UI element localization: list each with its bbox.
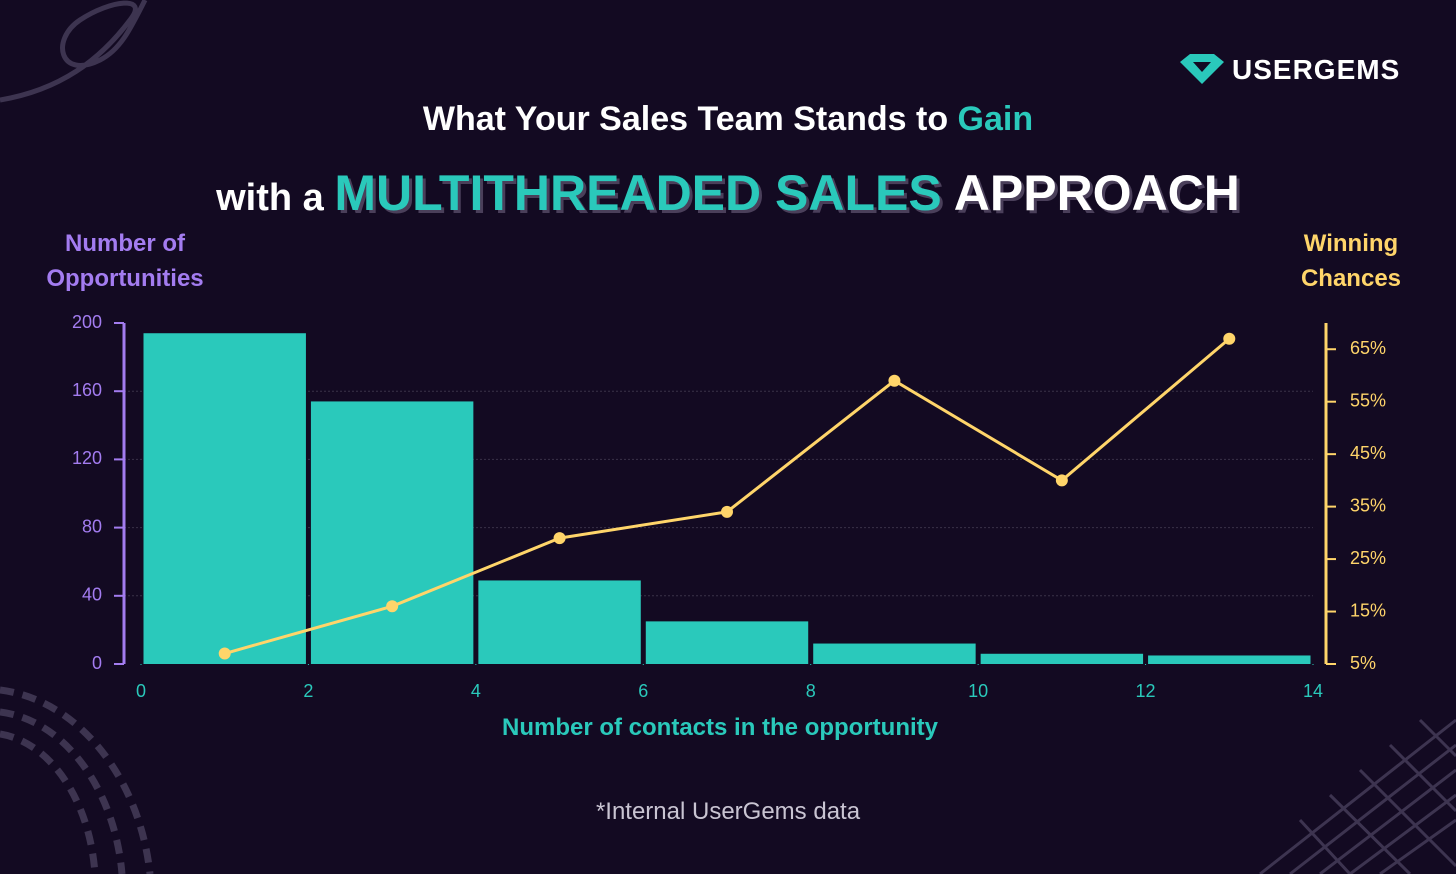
x-axis-label: Number of contacts in the opportunity — [502, 714, 938, 741]
y-tick-label: 40 — [82, 585, 102, 605]
x-tick-label: 14 — [1303, 681, 1323, 701]
bar — [143, 333, 306, 664]
y-tick-label: 80 — [82, 516, 102, 536]
y-tick-label: 160 — [72, 380, 102, 400]
y2-tick-label: 5% — [1350, 653, 1376, 673]
title-part: Gain — [957, 100, 1034, 138]
bar — [813, 643, 976, 664]
y2-tick-label: 55% — [1350, 390, 1386, 410]
y2-tick-label: 15% — [1350, 600, 1386, 620]
bar — [1148, 655, 1311, 664]
title-line: with a MULTITHREADED SALES APPROACH — [0, 164, 1456, 222]
bar — [310, 401, 474, 664]
y-tick-label: 200 — [72, 312, 102, 332]
line-point — [386, 600, 399, 613]
decoration — [1259, 718, 1456, 874]
bar — [645, 621, 809, 664]
y-tick-label: 120 — [72, 448, 102, 468]
logo — [1193, 62, 1211, 72]
title-part: with a — [216, 177, 335, 219]
bar — [980, 653, 1144, 664]
decoration — [0, 686, 154, 874]
y2-tick-label: 25% — [1350, 548, 1386, 568]
y2-axis-label: Winning Chances — [1300, 230, 1402, 292]
x-tick-label: 12 — [1136, 681, 1156, 701]
x-tick-label: 4 — [471, 681, 481, 701]
x-tick-label: 2 — [303, 681, 313, 701]
x-tick-label: 0 — [136, 681, 146, 701]
y2-tick-label: 65% — [1350, 338, 1386, 358]
line-point — [218, 647, 231, 660]
bar — [478, 580, 641, 664]
footnote: *Internal UserGems data — [595, 798, 861, 825]
brand: USERGEMS — [1232, 54, 1401, 85]
line-point — [1223, 332, 1236, 345]
x-tick-label: 10 — [968, 681, 988, 701]
title-line: What Your Sales Team Stands to Gain — [0, 100, 1456, 139]
y-axis-label: Number of Opportunities — [46, 230, 204, 292]
decoration — [0, 0, 148, 103]
y2-tick-label: 35% — [1350, 495, 1386, 515]
title-part: MULTITHREADED SALES — [334, 165, 942, 221]
x-tick-label: 8 — [806, 681, 816, 701]
title-part: APPROACH — [941, 165, 1240, 221]
line-point — [553, 532, 566, 545]
x-tick-label: 6 — [638, 681, 648, 701]
line-point — [1055, 474, 1068, 487]
title-part: What Your Sales Team Stands to — [422, 100, 958, 138]
line-point — [888, 374, 901, 387]
line-point — [721, 505, 733, 518]
y-tick-label: 0 — [92, 653, 102, 673]
y2-tick-label: 45% — [1350, 443, 1386, 463]
